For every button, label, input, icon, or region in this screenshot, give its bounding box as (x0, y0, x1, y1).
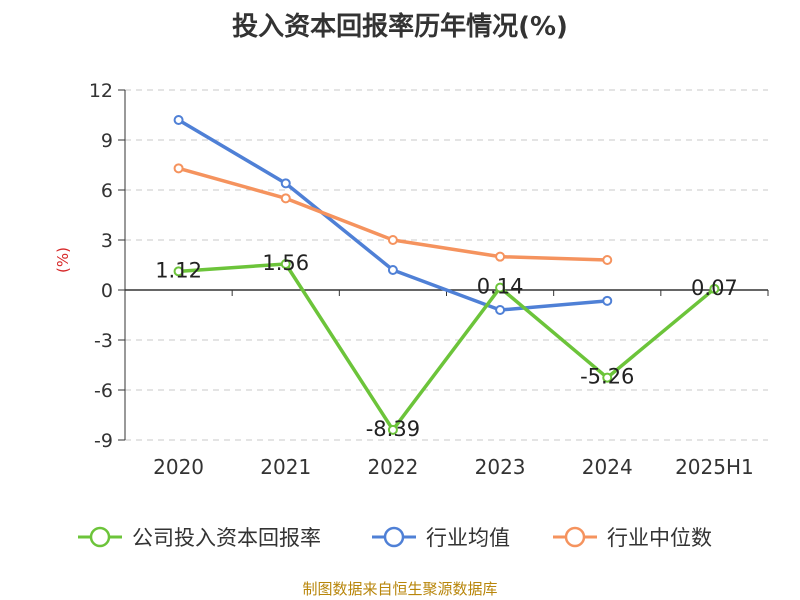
y-tick-label: 12 (89, 80, 113, 102)
legend-label: 行业中位数 (607, 526, 712, 550)
series-point (495, 282, 506, 293)
x-tick-label: 2020 (153, 455, 204, 479)
legend-marker (89, 526, 111, 548)
x-tick-label: 2025H1 (675, 455, 754, 479)
x-tick-label: 2021 (260, 455, 311, 479)
x-tick-label: 2022 (367, 455, 418, 479)
data-label: 0.07 (691, 276, 738, 300)
series-layer (173, 115, 720, 435)
x-tick-label: 2023 (475, 455, 526, 479)
y-tick-label: 3 (101, 230, 113, 252)
series-point (280, 193, 291, 204)
legend-marker (383, 526, 405, 548)
y-tick-label: -9 (94, 430, 113, 452)
data-label: -5.26 (580, 365, 634, 389)
y-tick-label: -3 (94, 330, 113, 352)
legend-marker (564, 526, 586, 548)
chart-title: 投入资本回报率历年情况(%) (232, 12, 568, 42)
series-point (387, 265, 398, 275)
series-point (387, 424, 398, 435)
x-tick-label: 2024 (582, 455, 633, 479)
y-tick-label: 9 (101, 130, 113, 152)
data-labels-layer: 1.12 1.56 -8.39 0.14 -5.26 0.07 (155, 251, 738, 441)
series-point (495, 251, 506, 262)
series-point (280, 259, 291, 269)
data-label: 1.12 (155, 258, 202, 282)
series-point (495, 305, 506, 315)
axes: 12 9 6 3 0 -3 -6 -9 (%) 2020 2021 2022 2023 2024 2025H… (54, 80, 769, 479)
series-point (173, 115, 184, 125)
legend: 公司投入资本回报率 行业均值 行业中位数 (78, 526, 712, 550)
series-point (709, 283, 720, 294)
series-point (173, 163, 184, 174)
y-tick-label: 0 (101, 280, 113, 302)
series-point (280, 178, 291, 189)
series-point (602, 255, 613, 265)
series-line (177, 118, 608, 312)
y-axis-label: (%) (54, 247, 72, 273)
series-point (602, 295, 613, 306)
series-line (178, 166, 608, 262)
data-label: 0.14 (477, 275, 524, 299)
legend-label: 公司投入资本回报率 (132, 526, 321, 550)
data-label: 1.56 (262, 251, 309, 275)
series-point (173, 266, 184, 277)
y-tick-label: -6 (94, 380, 113, 402)
series-point (387, 235, 398, 245)
series-point (602, 372, 613, 383)
y-tick-label: 6 (101, 180, 113, 202)
grid-lines (125, 89, 768, 441)
legend-label: 行业均值 (426, 526, 510, 550)
series-line (178, 262, 716, 432)
source-note: 制图数据来自恒生聚源数据库 (302, 580, 498, 598)
data-label: -8.39 (366, 417, 420, 441)
